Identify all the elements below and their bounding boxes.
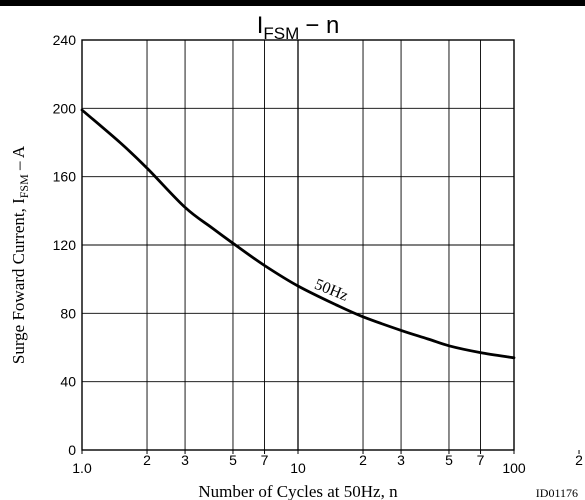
x-tick-label: 7 bbox=[261, 452, 269, 468]
chart-title-subscript: FSM bbox=[263, 24, 299, 43]
series-line-50hz bbox=[80, 108, 516, 360]
chart-title-symbol: I bbox=[257, 12, 264, 39]
y-tick-label: 40 bbox=[60, 374, 76, 390]
x-tick-labels: 1.0 2 3 5 7 10 2 3 5 7 100 2 bbox=[72, 450, 583, 476]
y-tick-labels: 0 40 80 120 160 200 240 bbox=[53, 32, 77, 458]
x-tick-label: 5 bbox=[229, 452, 237, 468]
grid bbox=[82, 40, 514, 450]
y-tick-label: 200 bbox=[53, 100, 77, 116]
y-axis-label-subscript: FSM bbox=[17, 174, 31, 198]
y-axis-label-main: Surge Foward Current, I bbox=[9, 198, 28, 364]
y-tick-label: 240 bbox=[53, 32, 77, 48]
x-tick-label: 100 bbox=[502, 460, 526, 476]
x-tick-label: 3 bbox=[397, 452, 405, 468]
x-tick-label: 2 bbox=[575, 452, 583, 468]
chart-title: IFSM − n bbox=[257, 12, 340, 43]
y-axis-label-rest: – A bbox=[9, 145, 28, 174]
y-tick-label: 120 bbox=[53, 237, 77, 253]
x-tick-label: 10 bbox=[290, 460, 306, 476]
x-tick-label: 2 bbox=[359, 452, 367, 468]
x-tick-label: 2 bbox=[143, 452, 151, 468]
x-axis-label: Number of Cycles at 50Hz, n bbox=[198, 482, 398, 500]
series-group bbox=[80, 108, 516, 360]
top-rule bbox=[0, 0, 585, 6]
y-tick-label: 0 bbox=[68, 442, 76, 458]
y-tick-label: 80 bbox=[60, 305, 76, 321]
x-tick-label: 1.0 bbox=[72, 460, 92, 476]
x-tick-label: 5 bbox=[445, 452, 453, 468]
x-tick-label: 3 bbox=[181, 452, 189, 468]
document-id: ID01176 bbox=[536, 486, 578, 500]
y-axis-label: Surge Foward Current, IFSM – A bbox=[9, 145, 31, 364]
series-annotation-50hz: 50Hz bbox=[312, 276, 351, 305]
chart-title-rest: − n bbox=[305, 12, 339, 39]
y-tick-label: 160 bbox=[53, 169, 77, 185]
x-tick-label: 7 bbox=[477, 452, 485, 468]
